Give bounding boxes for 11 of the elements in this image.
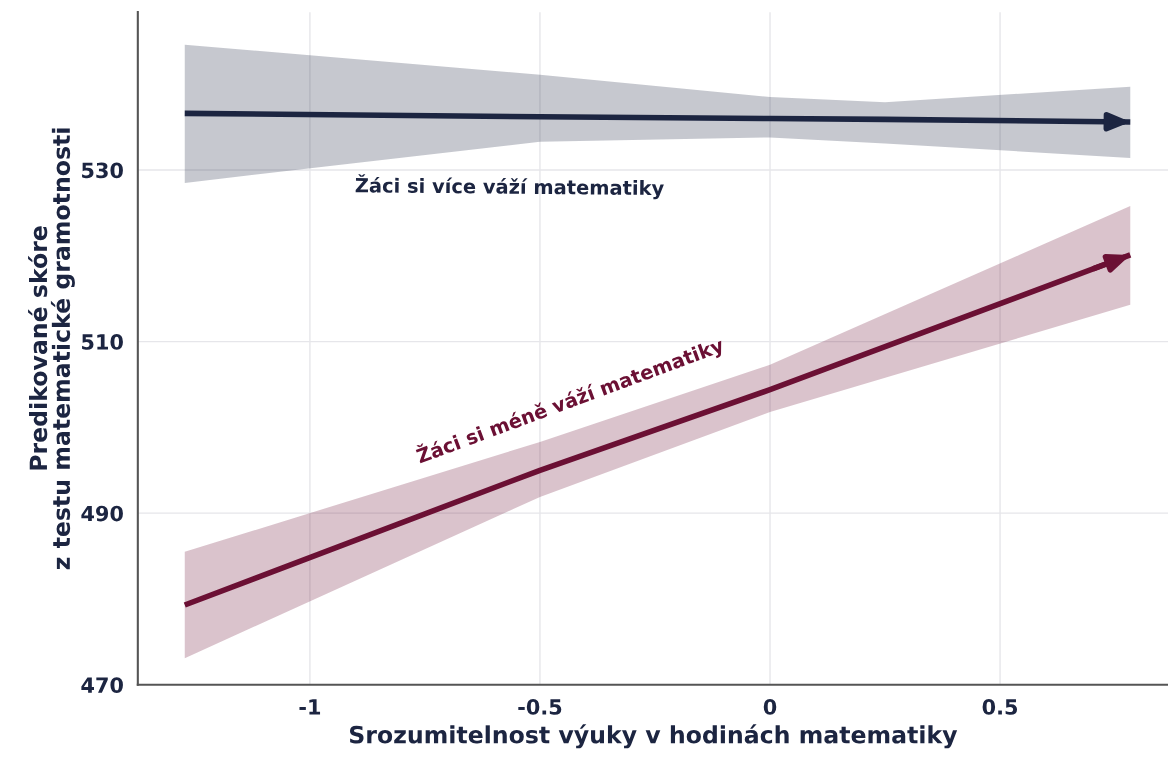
y-tick-label: 530: [82, 162, 123, 179]
y-tick-label: 490: [81, 505, 123, 522]
x-tick-label: 0: [763, 699, 777, 715]
y-axis-title: Predikované skóre z testu matematické gramotnosti: [28, 128, 75, 570]
x-tick-label: 0.5: [982, 699, 1018, 715]
text: Žáci si více váží matematiky: [355, 174, 664, 200]
x-axis-title: Srozumitelnost výuky v hodinách matematiky: [349, 724, 958, 749]
y-tick-label: 470: [81, 677, 123, 693]
y-tick-label: 510: [82, 334, 123, 350]
x-tick-label: -1: [299, 699, 321, 715]
x-tick-label: -0.5: [518, 699, 562, 715]
